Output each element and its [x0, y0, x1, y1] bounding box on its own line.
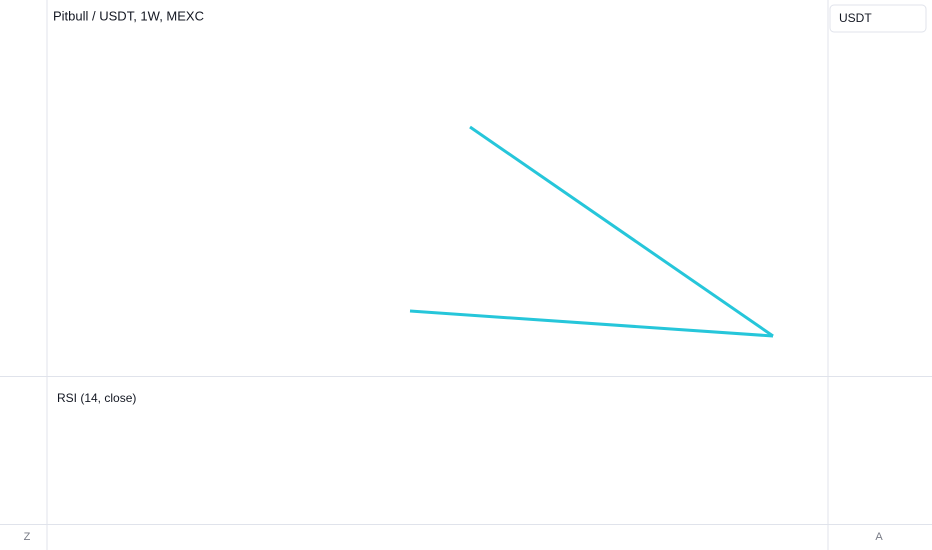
currency: USDT: [839, 11, 872, 25]
currency-button[interactable]: [829, 4, 927, 33]
rsi-title: RSI (14, close): [57, 391, 136, 405]
scale-button-label: A: [875, 531, 883, 543]
trend-line: [469, 125, 774, 338]
scale-button-label: Z: [24, 531, 31, 543]
scale-button[interactable]: [18, 527, 36, 545]
chart-title: Pitbull / USDT, 1W, MEXC: [53, 8, 204, 23]
scale-button[interactable]: [870, 527, 888, 545]
trend-line: [409, 309, 774, 338]
